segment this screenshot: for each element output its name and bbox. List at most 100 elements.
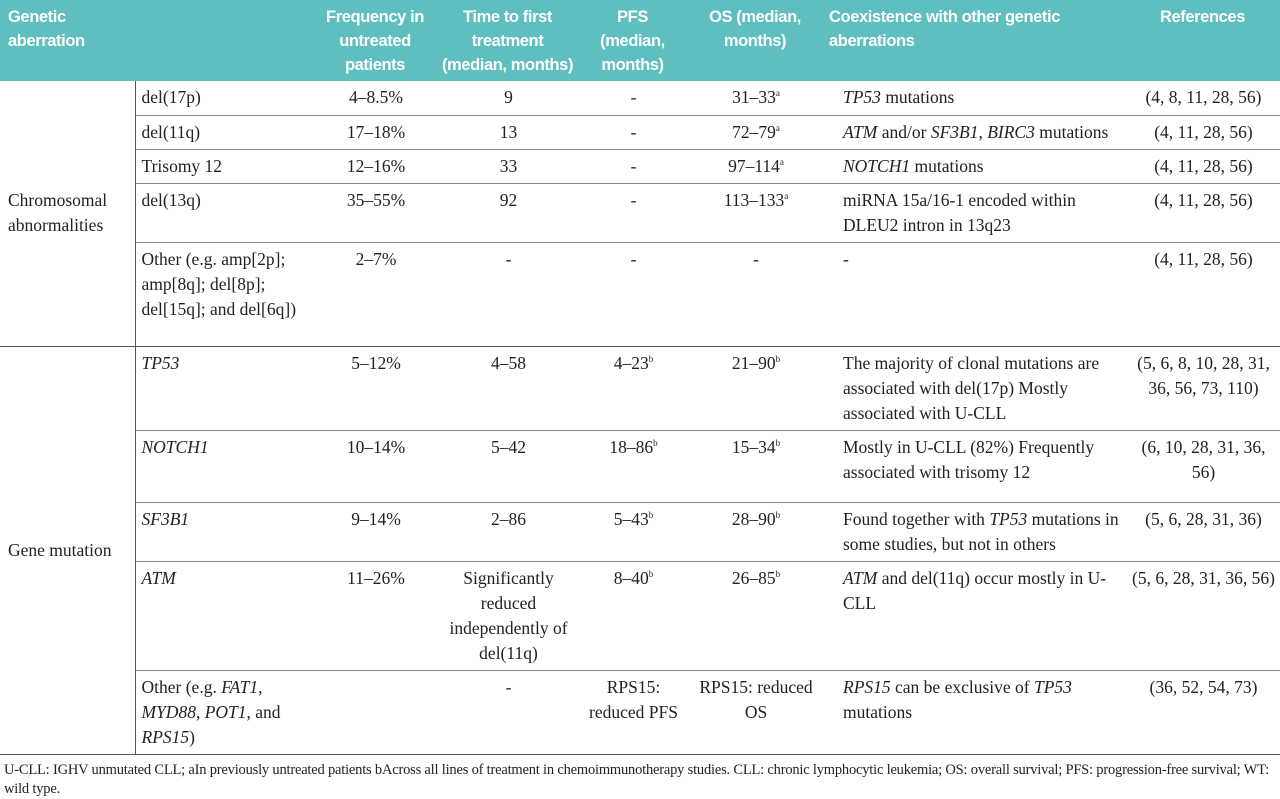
cell-text: 5–12% — [351, 352, 401, 373]
table-row: SF3B1 9–14% 2–86 5–43b 28–90b Found together … — [0, 502, 1280, 562]
pfs-cell: 4–23b — [580, 346, 685, 431]
cell-text: 9–14% — [351, 508, 401, 529]
aberration-cell: TP53 — [135, 346, 315, 431]
text-segment: ) — [189, 726, 195, 747]
text-segment: , — [978, 121, 988, 142]
header-references: References — [1125, 0, 1280, 81]
cell-text: 9 — [504, 87, 513, 107]
cell-text: 72–79 — [732, 121, 776, 142]
aberration-cell: Other (e.g. amp[2p]; amp[8q]; del[8p]; d… — [135, 242, 315, 347]
coexistence-cell: ATM and del(11q) occur mostly in U-CLL — [825, 561, 1125, 671]
ttft-cell: 9 — [435, 81, 580, 116]
pfs-cell: - — [580, 81, 685, 116]
ttft-cell: 92 — [435, 183, 580, 243]
header-genetic-aberration: Genetic aberration — [0, 0, 135, 81]
references-cell: (36, 52, 54, 73) — [1125, 670, 1280, 755]
references-cell: (4, 11, 28, 56) — [1125, 115, 1280, 150]
cell-text: (5, 6, 8, 10, 28, 31, 36, 56, 73, 110) — [1137, 352, 1270, 398]
aberration-cell: del(11q) — [135, 115, 315, 150]
cell-text: - — [505, 248, 512, 269]
pfs-cell: RPS15: reduced PFS — [580, 670, 685, 755]
header-frequency: Frequency in untreated patients — [315, 0, 435, 81]
text-segment: RPS15 — [843, 676, 891, 697]
footnote-marker: b — [653, 437, 658, 448]
cell-text: - — [630, 248, 637, 269]
cell-text: (4, 8, 11, 28, 56) — [1145, 87, 1262, 107]
aberration-cell: SF3B1 — [135, 502, 315, 562]
header-row: Genetic aberration Frequency in untreated… — [0, 0, 1280, 81]
text-segment: ATM — [843, 121, 878, 142]
text-segment: mutations — [910, 155, 984, 176]
cell-text: - — [630, 121, 637, 142]
cell-text: 97–114 — [728, 155, 780, 176]
os-cell: 28–90b — [685, 502, 825, 562]
cell-text: 31–33 — [732, 87, 776, 107]
text-segment: Trisomy 12 — [141, 155, 223, 176]
cell-text: Significantly reduced independently of d… — [449, 567, 568, 663]
pfs-cell: 5–43b — [580, 502, 685, 562]
frequency-cell: 5–12% — [315, 346, 435, 431]
table-row: Other (e.g. amp[2p]; amp[8q]; del[8p]; d… — [0, 242, 1280, 347]
text-segment: - — [843, 248, 849, 269]
cell-text: (5, 6, 28, 31, 36) — [1145, 508, 1262, 529]
cell-text: 2–7% — [355, 248, 397, 269]
pfs-cell: - — [580, 149, 685, 184]
references-cell: (4, 11, 28, 56) — [1125, 183, 1280, 243]
cell-text: - — [630, 87, 637, 107]
footnote-marker: a — [775, 122, 780, 133]
text-segment: Other (e.g. amp[2p]; amp[8q]; del[8p]; d… — [141, 248, 297, 319]
footnote-marker: b — [775, 353, 781, 364]
table-row: del(11q) 17–18% 13-72–79a ATM and/or SF3B1,… — [0, 115, 1280, 150]
aberration-cell: del(17p) — [135, 81, 315, 116]
footnote-marker: b — [775, 437, 781, 448]
text-segment: can be exclusive of — [890, 676, 1034, 697]
text-segment: TP53 — [1033, 676, 1072, 697]
header-time-to-first-treatment: Time to first treatment (median, months) — [435, 0, 580, 81]
table-row: Gene mutation TP53 5–12% 4–58 4–23b 21–90b The… — [0, 346, 1280, 755]
text-segment: NOTCH1 — [843, 155, 911, 176]
footnote-marker: a — [775, 88, 780, 99]
ttft-cell: 33 — [435, 149, 580, 184]
cell-text: 33 — [499, 155, 518, 176]
aberration-cell: ATM — [135, 561, 315, 671]
group-label: Gene mutation — [0, 346, 136, 755]
text-segment: SF3B1 — [141, 508, 190, 529]
os-cell: 21–90b — [685, 346, 825, 431]
cell-text: 21–90 — [731, 352, 776, 373]
coexistence-cell: TP53 mutations — [825, 81, 1125, 116]
pfs-cell: - — [580, 115, 685, 150]
cell-text: 4–58 — [491, 352, 526, 373]
ttft-cell: 13 — [435, 115, 580, 150]
text-segment: RPS15 — [141, 726, 190, 747]
cell-text: 5–42 — [491, 436, 526, 457]
footnote-marker: b — [775, 568, 781, 579]
footnote-marker: a — [784, 190, 789, 201]
text-segment: TP53 — [141, 352, 180, 373]
ttft-cell: - — [435, 670, 580, 755]
cell-text: - — [753, 248, 759, 269]
text-segment: mutations in some studies, but not in ot… — [843, 508, 1119, 554]
footnote: U-CLL: IGHV unmutated CLL; aIn previousl… — [4, 761, 1269, 797]
frequency-cell: 10–14% — [315, 430, 435, 503]
coexistence-cell: RPS15 can be exclusive of TP53 mutations — [825, 670, 1125, 755]
ttft-cell: 4–58 — [435, 346, 580, 431]
cell-text: - — [630, 155, 637, 176]
cell-text: 2–86 — [491, 508, 526, 529]
aberration-cell: NOTCH1 — [135, 430, 315, 503]
cell-text: (4, 11, 28, 56) — [1154, 248, 1253, 269]
pfs-cell: 8–40b — [580, 561, 685, 671]
text-segment: del(17p) — [141, 87, 201, 107]
text-segment: BIRC3 — [987, 121, 1035, 142]
pfs-cell: - — [580, 183, 685, 243]
footnote-marker: b — [775, 509, 781, 520]
text-segment: mutations — [1034, 121, 1109, 142]
cell-text: 11–26% — [347, 567, 405, 588]
table-row: del(13q) 35–55% 92 - 113–133a miRNA 15a/16-1 … — [0, 183, 1280, 243]
coexistence-cell: - — [825, 242, 1125, 347]
header-os: OS (median, months) — [685, 0, 825, 81]
references-cell: (4, 11, 28, 56) — [1125, 149, 1280, 184]
cell-text: 92 — [499, 189, 518, 210]
references-cell: (5, 6, 28, 31, 36) — [1125, 502, 1280, 562]
aberration-cell: Trisomy 12 — [135, 149, 315, 184]
